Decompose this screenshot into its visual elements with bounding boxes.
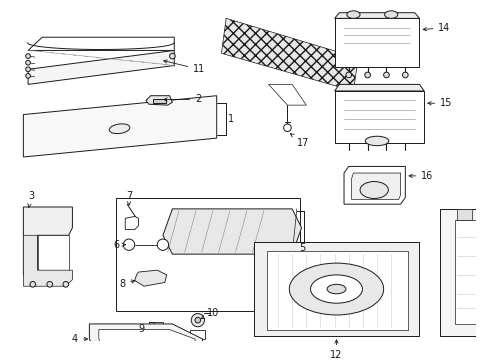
Circle shape bbox=[170, 53, 175, 59]
Polygon shape bbox=[24, 96, 217, 157]
Polygon shape bbox=[344, 166, 405, 204]
Polygon shape bbox=[335, 84, 424, 91]
Circle shape bbox=[191, 314, 204, 327]
Ellipse shape bbox=[385, 11, 398, 18]
Polygon shape bbox=[254, 242, 419, 336]
Polygon shape bbox=[24, 207, 73, 286]
Circle shape bbox=[123, 239, 135, 250]
Text: 4: 4 bbox=[72, 334, 88, 344]
Text: 14: 14 bbox=[423, 23, 451, 33]
Text: 9: 9 bbox=[138, 324, 144, 334]
Circle shape bbox=[26, 54, 30, 58]
Polygon shape bbox=[135, 270, 167, 286]
Circle shape bbox=[47, 282, 52, 287]
Ellipse shape bbox=[289, 263, 384, 315]
Ellipse shape bbox=[347, 11, 360, 18]
Text: 13: 13 bbox=[0, 359, 1, 360]
Circle shape bbox=[346, 72, 351, 78]
Bar bbox=[335, 18, 419, 67]
Bar bbox=[116, 198, 300, 311]
Circle shape bbox=[63, 282, 69, 287]
Text: 16: 16 bbox=[409, 171, 434, 181]
Circle shape bbox=[26, 67, 30, 72]
Text: 8: 8 bbox=[119, 279, 135, 289]
Text: 5: 5 bbox=[299, 243, 305, 253]
Text: 12: 12 bbox=[330, 340, 343, 360]
Text: 3: 3 bbox=[28, 191, 34, 207]
Polygon shape bbox=[269, 84, 306, 105]
Polygon shape bbox=[153, 322, 170, 332]
Text: 1: 1 bbox=[228, 114, 234, 124]
Polygon shape bbox=[24, 235, 73, 286]
Polygon shape bbox=[28, 50, 174, 84]
Text: 2: 2 bbox=[164, 94, 201, 104]
Text: 10: 10 bbox=[201, 307, 220, 319]
Polygon shape bbox=[351, 173, 401, 199]
Bar bbox=[335, 91, 424, 143]
Circle shape bbox=[365, 72, 370, 78]
Polygon shape bbox=[457, 209, 472, 220]
Polygon shape bbox=[221, 18, 358, 91]
Circle shape bbox=[157, 239, 169, 250]
Text: 11: 11 bbox=[164, 60, 205, 74]
Ellipse shape bbox=[311, 275, 363, 303]
Text: 7: 7 bbox=[126, 191, 132, 205]
Circle shape bbox=[26, 73, 30, 78]
Circle shape bbox=[195, 317, 201, 323]
Polygon shape bbox=[335, 13, 419, 18]
Ellipse shape bbox=[327, 284, 346, 294]
Polygon shape bbox=[163, 209, 301, 254]
Text: 6: 6 bbox=[114, 240, 125, 250]
Polygon shape bbox=[190, 330, 205, 339]
Circle shape bbox=[384, 72, 389, 78]
Circle shape bbox=[402, 72, 408, 78]
Ellipse shape bbox=[109, 124, 130, 134]
Circle shape bbox=[284, 124, 291, 131]
Polygon shape bbox=[455, 220, 490, 324]
Text: 17: 17 bbox=[291, 134, 309, 148]
Polygon shape bbox=[146, 96, 172, 105]
Ellipse shape bbox=[360, 181, 389, 198]
Polygon shape bbox=[38, 235, 69, 280]
Polygon shape bbox=[125, 216, 139, 230]
Polygon shape bbox=[89, 324, 202, 352]
Ellipse shape bbox=[365, 136, 389, 146]
Circle shape bbox=[30, 282, 36, 287]
Polygon shape bbox=[440, 209, 490, 336]
Bar bbox=[152, 99, 166, 103]
Circle shape bbox=[26, 60, 30, 65]
Polygon shape bbox=[28, 37, 174, 50]
Polygon shape bbox=[267, 251, 408, 330]
Polygon shape bbox=[99, 330, 195, 348]
Text: 15: 15 bbox=[428, 98, 453, 108]
